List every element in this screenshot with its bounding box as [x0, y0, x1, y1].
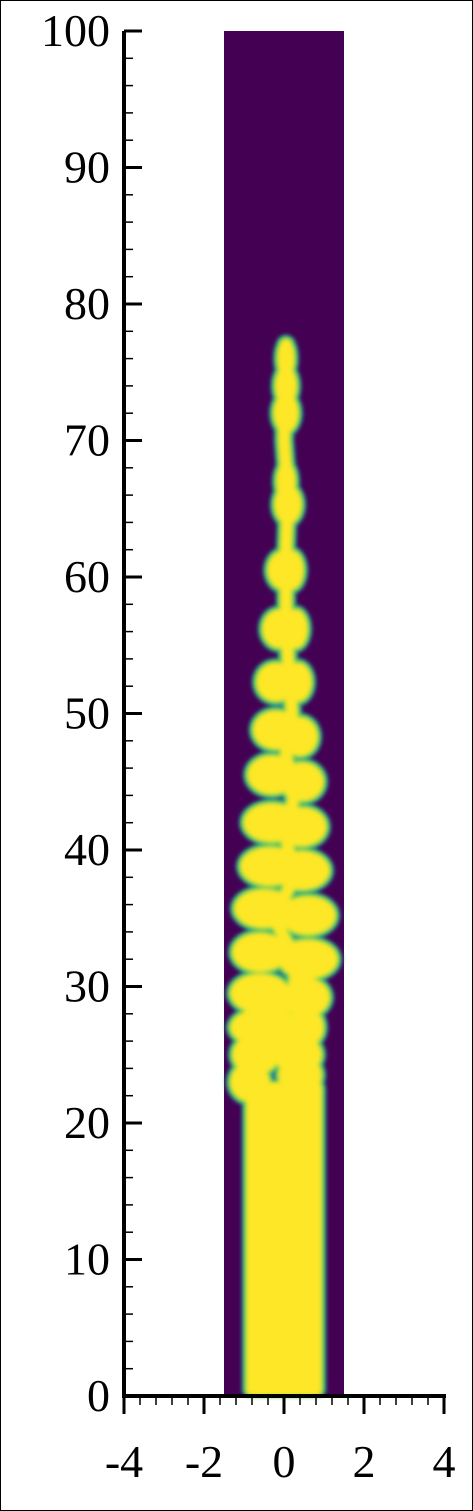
y-tick-label: 90 — [64, 142, 110, 193]
jet-core-shape-bulge — [230, 973, 290, 1014]
y-tick-label: 40 — [64, 824, 110, 875]
jet-core-shape-bulge — [284, 662, 312, 702]
y-tick-label: 20 — [64, 1097, 110, 1148]
y-tick-label: 60 — [64, 551, 110, 602]
y-tick-label: 70 — [64, 415, 110, 466]
jet-core-shape-bulge — [273, 393, 299, 433]
jet-core-shape-bulge — [280, 761, 324, 802]
jet-core-shape-bulge — [282, 716, 318, 757]
axis-tick-labels: 0 10 20 30 40 50 60 70 80 90 100 -4 -2 0 2 4 — [41, 5, 456, 1487]
jet-core-shape-bulge — [232, 932, 288, 973]
x-tick-label: 2 — [353, 1436, 376, 1487]
jet-core-shape-bulge — [277, 807, 327, 847]
jet-core-shape-bulge — [274, 850, 330, 891]
x-tick-label: -2 — [185, 1436, 223, 1487]
y-tick-label: 100 — [41, 5, 110, 56]
jet-core — [230, 338, 338, 1396]
jet-core-shape-bulge — [280, 550, 304, 590]
x-tick-label: 4 — [433, 1436, 456, 1487]
x-tick-label: 0 — [273, 1436, 296, 1487]
y-tick-label: 80 — [64, 278, 110, 329]
y-tick-label: 50 — [64, 688, 110, 739]
jet-core-shape-bulge — [284, 609, 308, 649]
y-tick-label: 0 — [87, 1370, 110, 1421]
x-tick-label: -4 — [105, 1436, 143, 1487]
jet-core-shape-bulge — [276, 461, 296, 502]
jet-core-shape-neck — [282, 428, 290, 453]
jet-core-shape-base — [246, 1082, 322, 1396]
jet-core-shape-bulge — [234, 888, 294, 929]
jet-core-shape-bulge — [282, 977, 330, 1018]
y-tick-label: 10 — [64, 1234, 110, 1285]
jet-core-shape-bulge — [280, 895, 336, 936]
jet-core-shape-bulge — [278, 939, 338, 979]
jet-core-shape-neck — [281, 523, 291, 549]
jet-core-shape-neck — [280, 448, 288, 474]
jet-core-shape-bulge — [274, 366, 298, 406]
y-tick-label: 30 — [64, 961, 110, 1012]
axis-ticks — [122, 29, 446, 1414]
jet-core-shape-bulge — [288, 1007, 324, 1048]
jet-core-shape-bulge — [230, 1007, 302, 1048]
jet-core-shape-tip — [278, 342, 294, 362]
